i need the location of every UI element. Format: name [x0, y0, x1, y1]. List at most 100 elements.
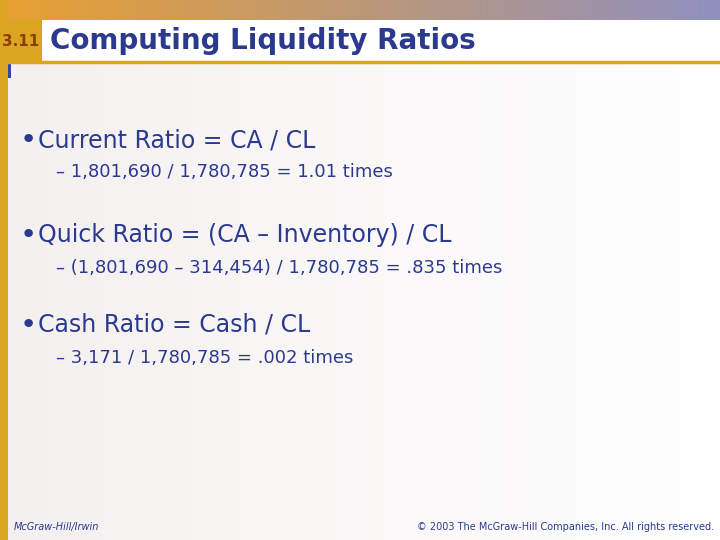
Bar: [569, 20, 573, 540]
Bar: [299, 0, 303, 20]
Bar: [90, 0, 94, 20]
Bar: [428, 20, 433, 540]
Bar: [468, 20, 472, 540]
Bar: [526, 0, 530, 20]
Bar: [184, 0, 188, 20]
Bar: [223, 20, 228, 540]
Bar: [608, 0, 613, 20]
Bar: [670, 20, 674, 540]
Bar: [371, 0, 375, 20]
Bar: [263, 0, 267, 20]
Bar: [256, 20, 260, 540]
Bar: [454, 0, 458, 20]
Bar: [457, 20, 462, 540]
Bar: [518, 20, 523, 540]
Bar: [158, 0, 163, 20]
Bar: [716, 0, 720, 20]
Bar: [698, 20, 703, 540]
Bar: [493, 0, 498, 20]
Bar: [536, 0, 541, 20]
Bar: [616, 20, 620, 540]
Bar: [695, 0, 699, 20]
Bar: [216, 20, 220, 540]
Bar: [191, 0, 195, 20]
Bar: [605, 20, 609, 540]
Bar: [151, 0, 156, 20]
Bar: [90, 20, 94, 540]
Bar: [324, 20, 328, 540]
Bar: [367, 0, 372, 20]
Bar: [425, 20, 429, 540]
Bar: [104, 0, 109, 20]
Bar: [94, 0, 98, 20]
Bar: [504, 0, 508, 20]
Bar: [126, 20, 130, 540]
Bar: [518, 0, 523, 20]
Bar: [137, 20, 141, 540]
Bar: [50, 20, 55, 540]
Bar: [288, 0, 292, 20]
Bar: [79, 0, 84, 20]
Text: © 2003 The McGraw-Hill Companies, Inc. All rights reserved.: © 2003 The McGraw-Hill Companies, Inc. A…: [417, 522, 714, 532]
Bar: [101, 20, 105, 540]
Bar: [407, 20, 411, 540]
Bar: [266, 0, 271, 20]
Bar: [594, 0, 598, 20]
Bar: [446, 0, 451, 20]
Bar: [461, 0, 465, 20]
Bar: [709, 20, 714, 540]
Bar: [187, 20, 192, 540]
Bar: [443, 20, 447, 540]
Bar: [0, 20, 42, 62]
Bar: [126, 0, 130, 20]
Bar: [623, 20, 627, 540]
Bar: [475, 0, 480, 20]
Bar: [608, 20, 613, 540]
Bar: [371, 20, 375, 540]
Bar: [328, 0, 332, 20]
Bar: [572, 0, 577, 20]
Bar: [144, 0, 148, 20]
Bar: [130, 0, 134, 20]
Bar: [565, 20, 570, 540]
Bar: [47, 0, 51, 20]
Bar: [598, 20, 602, 540]
Bar: [540, 0, 544, 20]
Bar: [533, 0, 537, 20]
Bar: [79, 20, 84, 540]
Bar: [706, 0, 710, 20]
Bar: [263, 20, 267, 540]
Bar: [464, 0, 469, 20]
Bar: [54, 20, 58, 540]
Bar: [605, 0, 609, 20]
Bar: [641, 0, 645, 20]
Text: •: •: [20, 311, 37, 339]
Bar: [450, 20, 454, 540]
Bar: [547, 20, 552, 540]
Bar: [702, 20, 706, 540]
Bar: [248, 0, 253, 20]
Bar: [169, 0, 174, 20]
Bar: [108, 0, 112, 20]
Bar: [364, 20, 368, 540]
Bar: [25, 20, 30, 540]
Bar: [436, 0, 440, 20]
Bar: [425, 0, 429, 20]
Bar: [241, 20, 246, 540]
Bar: [169, 20, 174, 540]
Bar: [522, 20, 526, 540]
Bar: [446, 20, 451, 540]
Text: – 3,171 / 1,780,785 = .002 times: – 3,171 / 1,780,785 = .002 times: [56, 349, 354, 367]
Bar: [220, 0, 224, 20]
Bar: [407, 0, 411, 20]
Bar: [274, 0, 278, 20]
Bar: [8, 64, 11, 78]
Bar: [248, 20, 253, 540]
Bar: [11, 0, 15, 20]
Bar: [50, 0, 55, 20]
Bar: [299, 20, 303, 540]
Bar: [601, 20, 606, 540]
Text: •: •: [20, 221, 37, 249]
Bar: [115, 0, 120, 20]
Bar: [256, 0, 260, 20]
